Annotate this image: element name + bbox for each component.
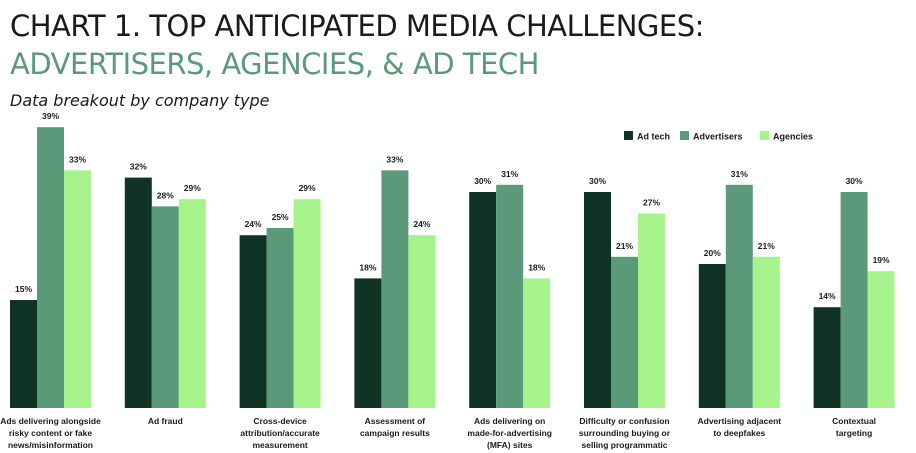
bar-ad-tech bbox=[10, 300, 37, 408]
data-label: 33% bbox=[386, 154, 403, 164]
category-label: Contextual targeting bbox=[832, 416, 876, 438]
data-label: 31% bbox=[731, 169, 748, 179]
bar-ad-tech bbox=[354, 278, 382, 408]
category-label: Cross-device attribution/accurate measurem… bbox=[240, 416, 320, 450]
data-label: 28% bbox=[157, 190, 174, 200]
bar-ad-tech bbox=[813, 307, 841, 408]
data-label: 27% bbox=[643, 198, 660, 208]
chart-subtitle: Data breakout by company type bbox=[10, 91, 270, 110]
bar-advertisers bbox=[266, 228, 294, 408]
bar-advertisers bbox=[381, 170, 409, 408]
data-label: 15% bbox=[15, 284, 32, 294]
data-label: 30% bbox=[846, 176, 863, 186]
data-label: 18% bbox=[528, 262, 545, 272]
chart-title-line-2: ADVERTISERS, AGENCIES, & AD TECH bbox=[10, 47, 539, 81]
bar-advertisers bbox=[840, 192, 868, 408]
bar-advertisers bbox=[611, 256, 638, 408]
bar-advertisers bbox=[37, 127, 64, 408]
legend-swatch bbox=[680, 131, 689, 140]
bar-ad-tech bbox=[124, 177, 152, 408]
data-label: 24% bbox=[245, 219, 262, 229]
data-label: 32% bbox=[130, 162, 147, 172]
bar-agencies bbox=[867, 271, 895, 408]
legend-swatch bbox=[624, 131, 633, 140]
data-label: 19% bbox=[873, 255, 890, 265]
legend-label: Advertisers bbox=[693, 132, 743, 142]
chart-legend: Ad tech Advertisers Agencies bbox=[624, 131, 813, 142]
bar-agencies bbox=[178, 199, 206, 408]
data-label: 14% bbox=[819, 291, 836, 301]
data-label: 30% bbox=[474, 176, 491, 186]
bar-ad-tech bbox=[698, 264, 726, 408]
data-label: 31% bbox=[501, 169, 518, 179]
legend-swatch bbox=[760, 131, 769, 140]
data-label: 21% bbox=[616, 241, 633, 251]
category-label: Difficulty or confusion surrounding buyin… bbox=[579, 416, 671, 450]
bar-agencies bbox=[293, 199, 321, 408]
data-label: 33% bbox=[69, 154, 86, 164]
data-label: 29% bbox=[299, 183, 316, 193]
bar-ad-tech bbox=[469, 192, 497, 408]
chart-title-line-1: CHART 1. TOP ANTICIPATED MEDIA CHALLENGE… bbox=[10, 9, 704, 43]
category-label: Ad fraud bbox=[148, 416, 183, 426]
bar-agencies bbox=[523, 278, 551, 408]
bar-advertisers bbox=[725, 184, 753, 408]
category-labels: Ads delivering alongside risky content or… bbox=[0, 416, 876, 450]
category-label: Assessment of campaign results bbox=[360, 416, 430, 438]
bar-ad-tech bbox=[239, 235, 267, 408]
value-labels: 15% 39% 33% 32% 28% 29% 24% 25% 29% 18% 33% 24% 30% 3… bbox=[15, 111, 890, 301]
data-label: 20% bbox=[704, 248, 721, 258]
category-label: Ads delivering alongside risky content or… bbox=[0, 416, 101, 450]
data-label: 25% bbox=[272, 212, 289, 222]
data-label: 24% bbox=[413, 219, 430, 229]
bar-advertisers bbox=[496, 184, 524, 408]
bar-group bbox=[10, 127, 895, 408]
data-label: 30% bbox=[589, 176, 606, 186]
data-label: 21% bbox=[758, 241, 775, 251]
bar-agencies bbox=[408, 235, 436, 408]
legend-label: Agencies bbox=[773, 132, 813, 142]
bar-ad-tech bbox=[584, 192, 611, 408]
category-label: Ads delivering on made-for-advertising (MF… bbox=[467, 416, 552, 450]
bar-advertisers bbox=[151, 206, 179, 408]
bar-agencies bbox=[64, 170, 91, 408]
legend-label: Ad tech bbox=[637, 132, 670, 142]
data-label: 18% bbox=[359, 262, 376, 272]
data-label: 29% bbox=[184, 183, 201, 193]
data-label: 39% bbox=[42, 111, 59, 121]
category-label: Advertising adjacent to deepfakes bbox=[697, 416, 781, 438]
bar-agencies bbox=[638, 213, 665, 408]
bar-agencies bbox=[752, 256, 780, 408]
